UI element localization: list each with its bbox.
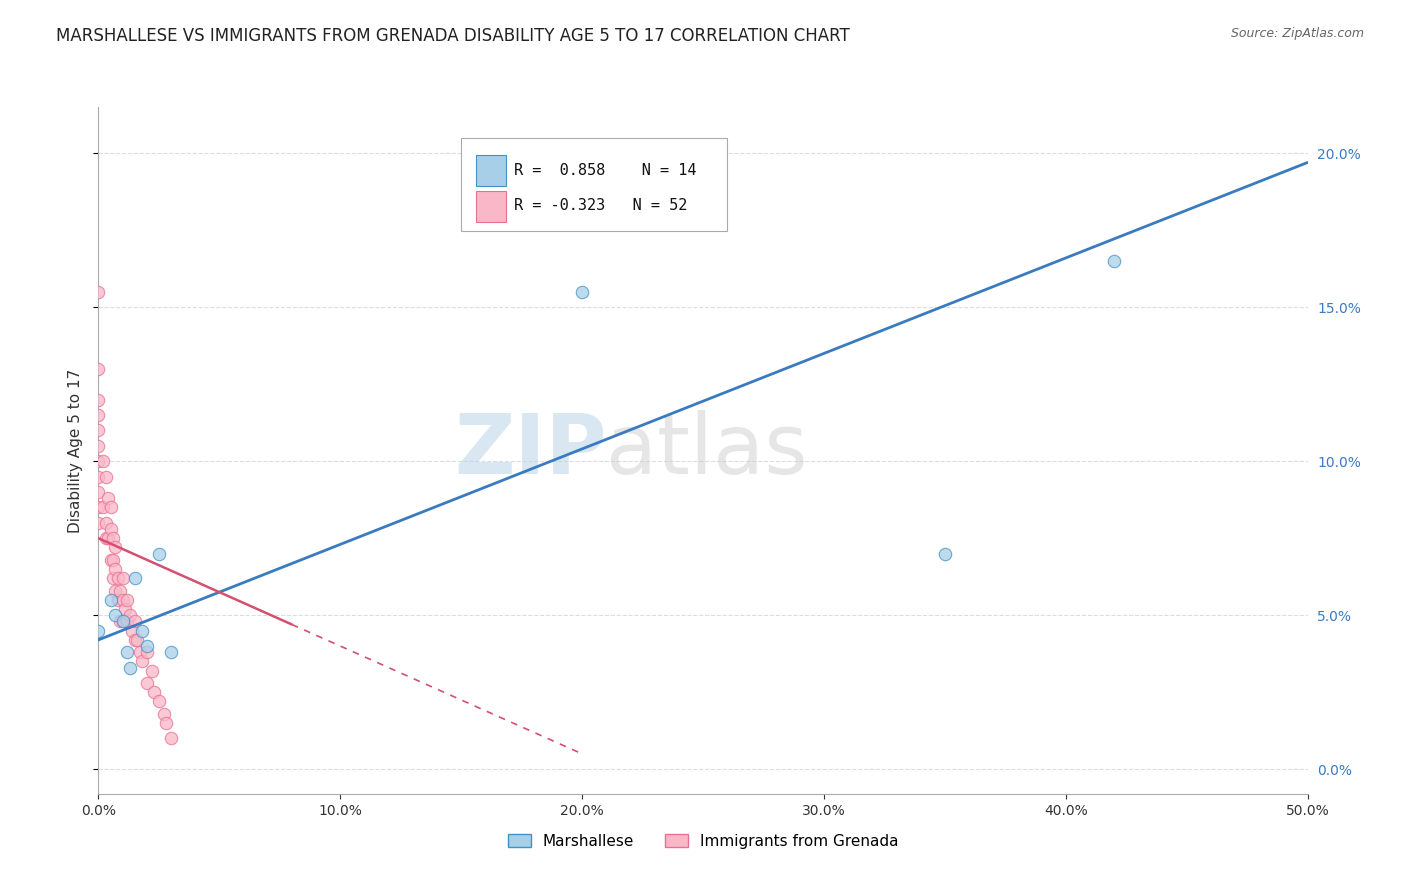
Point (104, 562, 127, 576)
Point (94, 516, 117, 530)
Point (121, 624, 143, 638)
Point (104, 608, 127, 623)
Point (117, 645, 139, 659)
Point (87, 424, 110, 438)
Point (97, 491, 120, 506)
Point (571, 285, 593, 299)
Point (87, 408, 110, 422)
Point (104, 541, 127, 555)
Point (118, 608, 141, 623)
Point (87, 392, 110, 407)
Point (160, 731, 183, 746)
FancyBboxPatch shape (475, 155, 506, 186)
Point (111, 615, 134, 629)
Point (97, 531, 120, 545)
Point (111, 592, 134, 607)
Legend: Marshallese, Immigrants from Grenada: Marshallese, Immigrants from Grenada (502, 828, 904, 855)
Point (143, 685, 166, 699)
Point (107, 571, 129, 585)
Point (141, 664, 163, 678)
Point (155, 716, 177, 731)
Point (101, 553, 124, 567)
Point (1102, 254, 1125, 268)
Point (87, 454, 110, 468)
Point (87, 469, 110, 483)
Point (128, 645, 150, 659)
Point (135, 645, 157, 659)
FancyBboxPatch shape (475, 191, 506, 222)
Point (124, 571, 146, 585)
Point (160, 645, 183, 659)
Point (87, 485, 110, 500)
FancyBboxPatch shape (461, 138, 727, 231)
Point (131, 655, 153, 669)
Point (104, 583, 127, 598)
Y-axis label: Disability Age 5 to 17: Disability Age 5 to 17 (67, 368, 83, 533)
Point (91, 454, 114, 468)
Point (124, 615, 146, 629)
Point (148, 547, 170, 561)
Point (87, 361, 110, 376)
Point (94, 531, 117, 545)
Point (934, 547, 956, 561)
Point (100, 500, 122, 515)
Text: MARSHALLESE VS IMMIGRANTS FROM GRENADA DISABILITY AGE 5 TO 17 CORRELATION CHART: MARSHALLESE VS IMMIGRANTS FROM GRENADA D… (56, 27, 851, 45)
Point (118, 660, 141, 674)
Point (101, 571, 124, 585)
Point (87, 500, 110, 515)
Point (135, 676, 157, 690)
Point (100, 592, 122, 607)
Point (131, 624, 153, 638)
Point (124, 632, 146, 647)
Point (87, 439, 110, 453)
Point (152, 706, 174, 721)
Point (87, 624, 110, 638)
Point (100, 522, 122, 536)
Point (87, 285, 110, 299)
Point (108, 615, 131, 629)
Text: atlas: atlas (606, 410, 808, 491)
Point (114, 602, 136, 616)
Point (108, 583, 131, 598)
Point (127, 632, 149, 647)
Point (117, 615, 139, 629)
Point (94, 469, 117, 483)
Point (101, 531, 124, 545)
Text: R =  0.858    N = 14: R = 0.858 N = 14 (515, 162, 697, 178)
Point (148, 694, 170, 708)
Text: ZIP: ZIP (454, 410, 606, 491)
Point (107, 592, 129, 607)
Point (111, 615, 134, 629)
Point (91, 500, 114, 515)
Point (117, 592, 139, 607)
Text: Source: ZipAtlas.com: Source: ZipAtlas.com (1230, 27, 1364, 40)
Point (100, 553, 122, 567)
Point (111, 571, 134, 585)
Point (135, 639, 157, 653)
Point (87, 516, 110, 530)
Text: R = -0.323   N = 52: R = -0.323 N = 52 (515, 198, 688, 213)
